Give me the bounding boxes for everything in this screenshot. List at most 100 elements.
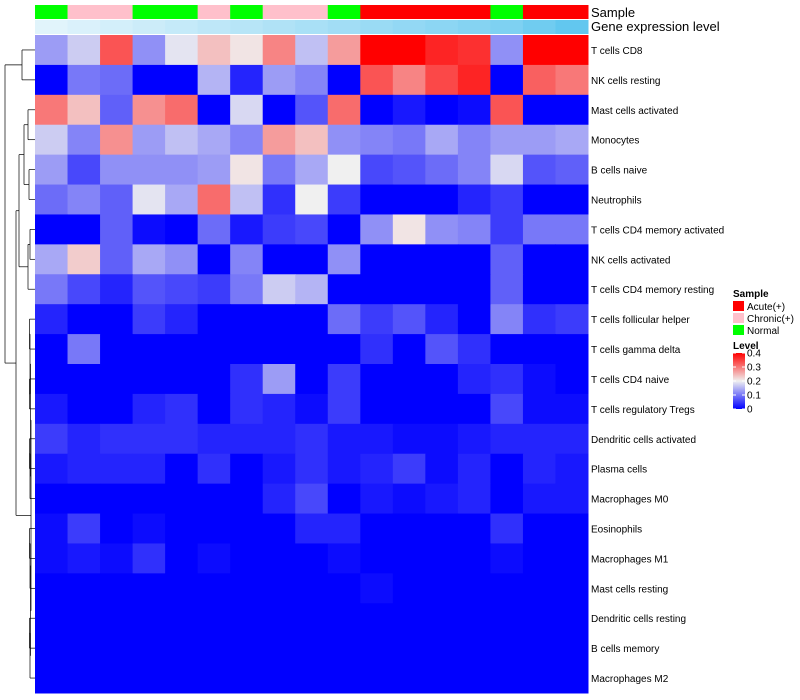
heatmap-cell [35, 214, 69, 245]
heatmap-cell [490, 633, 524, 664]
heatmap-cell [327, 513, 361, 544]
legend-level-tick-label: 0 [747, 405, 753, 416]
heatmap-cell [425, 154, 459, 186]
heatmap-cell [360, 573, 394, 604]
expression-annotation-cell [555, 20, 589, 34]
heatmap-cell [457, 214, 491, 245]
heatmap-cell [197, 154, 231, 186]
heatmap-cell [392, 453, 426, 485]
heatmap-cell [360, 663, 394, 694]
heatmap-cell [392, 184, 426, 215]
heatmap-cell [165, 154, 199, 186]
heatmap-cell [490, 124, 524, 156]
heatmap-cell [197, 663, 231, 694]
heatmap-cell [262, 423, 296, 455]
expression-annotation-cell [67, 20, 101, 34]
heatmap-cell [67, 663, 101, 694]
heatmap-cell [457, 453, 491, 485]
heatmap-cell [490, 184, 524, 215]
heatmap-cell [132, 513, 166, 544]
heatmap-cell [555, 124, 589, 156]
heatmap-cell [425, 35, 459, 66]
heatmap-cell [522, 214, 556, 245]
heatmap-cell [197, 214, 231, 245]
heatmap-cell [392, 274, 426, 305]
heatmap-cell [67, 453, 101, 485]
heatmap-cell [490, 483, 524, 515]
heatmap-cell [165, 603, 199, 634]
heatmap-cell [165, 543, 199, 574]
heatmap-cell [522, 154, 556, 186]
heatmap-cell [197, 423, 231, 455]
heatmap-cell [522, 543, 556, 574]
heatmap-cell [100, 423, 134, 455]
heatmap-cell [35, 244, 69, 275]
heatmap-cell [197, 453, 231, 485]
expression-annotation-cell [327, 20, 361, 34]
heatmap-cell [67, 633, 101, 664]
heatmap-cell [360, 154, 394, 186]
heatmap-cell [425, 364, 459, 395]
heatmap-cell [327, 334, 361, 365]
heatmap-cell [360, 543, 394, 574]
heatmap-cell [522, 184, 556, 215]
heatmap-cell [295, 274, 329, 305]
heatmap-cell [67, 154, 101, 186]
heatmap-cell [327, 364, 361, 395]
sample-annotation-cell [35, 5, 69, 19]
heatmap-cell [457, 423, 491, 455]
heatmap-cell [100, 184, 134, 215]
heatmap-cell [392, 633, 426, 664]
heatmap-cell [132, 663, 166, 694]
heatmap-cell [457, 573, 491, 604]
heatmap-cell [392, 64, 426, 96]
heatmap-cell [230, 483, 264, 515]
heatmap-cell [360, 513, 394, 544]
heatmap-cell [67, 94, 101, 126]
row-labels: T cells CD8 NK cells resting Mast cells ac… [591, 46, 724, 685]
heatmap-cell [230, 393, 264, 425]
heatmap-cell [262, 184, 296, 215]
heatmap-cell [360, 393, 394, 425]
heatmap-cell [100, 633, 134, 664]
heatmap-cell [392, 124, 426, 156]
heatmap-cell [490, 244, 524, 275]
heatmap-cell [522, 64, 556, 96]
row-label: T cells CD4 memory activated [591, 225, 724, 236]
expression-annotation-cell [197, 20, 231, 34]
sample-annotation-cell [132, 5, 166, 19]
heatmap-cell [360, 214, 394, 245]
sample-annotation-cell [197, 5, 231, 19]
heatmap-cell [490, 513, 524, 544]
heatmap-cell [327, 603, 361, 634]
heatmap-cell [197, 94, 231, 126]
heatmap-cell [522, 274, 556, 305]
sample-annotation-cell [165, 5, 199, 19]
legend-level-tick-label: 0.1 [747, 391, 761, 402]
heatmap-cell [35, 274, 69, 305]
heatmap-cell [132, 214, 166, 245]
heatmap-cell [555, 154, 589, 186]
heatmap-cell [132, 64, 166, 96]
heatmap-cell [100, 393, 134, 425]
row-label: Eosinophils [591, 525, 642, 536]
heatmap-cell [165, 214, 199, 245]
legend-level-title: Level [733, 341, 759, 352]
heatmap-cell [100, 513, 134, 544]
heatmap-cell [425, 304, 459, 335]
expression-annotation-cell [295, 20, 329, 34]
heatmap-cell [197, 513, 231, 544]
expression-annotation-cell [457, 20, 491, 34]
heatmap-cell [425, 124, 459, 156]
heatmap-cell [522, 633, 556, 664]
heatmap-cell [555, 663, 589, 694]
heatmap-cell [262, 154, 296, 186]
heatmap-cell [230, 633, 264, 664]
heatmap-cell [295, 453, 329, 485]
heatmap-cell [555, 64, 589, 96]
heatmap-cell [132, 393, 166, 425]
expression-track-label: Gene expression level [591, 19, 720, 34]
heatmap-cell [230, 274, 264, 305]
heatmap-cell [230, 543, 264, 574]
heatmap-cell [197, 603, 231, 634]
